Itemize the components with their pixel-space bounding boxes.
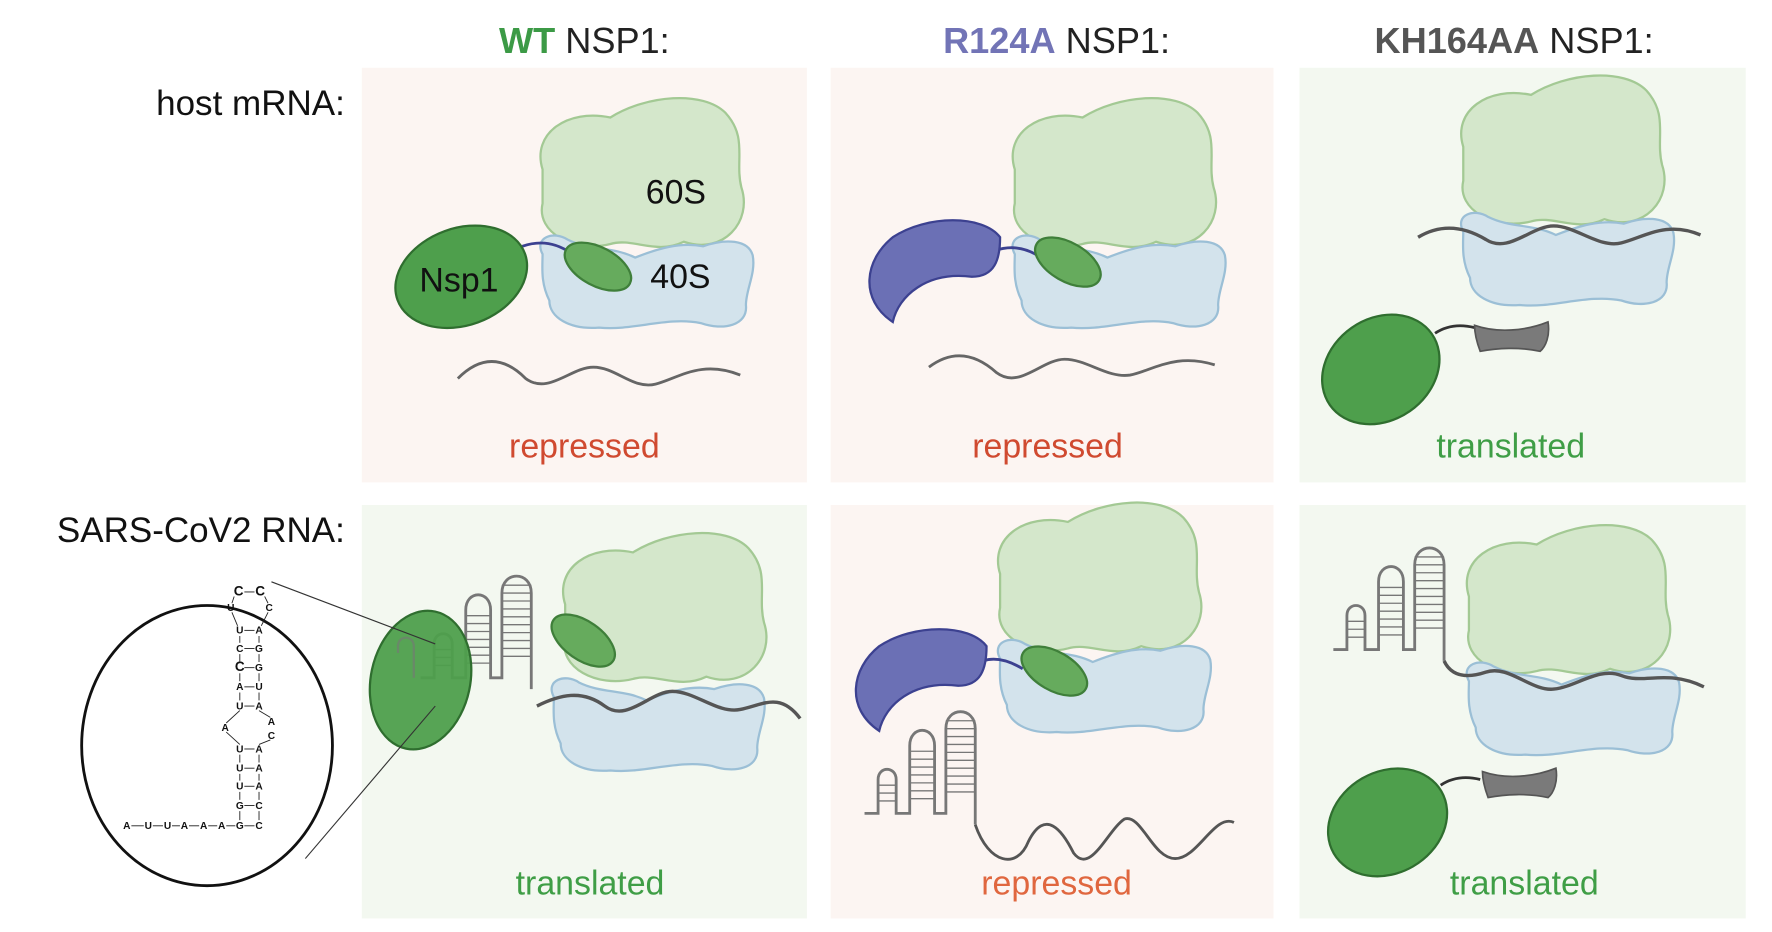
column-header-kh164aa: KH164AA NSP1: [1375, 20, 1654, 61]
stem-loop-under-nsp1 [396, 636, 415, 678]
label-60s: 60S [646, 173, 706, 211]
nucleotide: U [236, 744, 243, 755]
column-header-r124a: R124A NSP1: [943, 20, 1170, 61]
nucleotide: U [236, 701, 243, 712]
bond [258, 710, 271, 718]
nucleotide: C [255, 583, 265, 598]
column-header-wt: WT NSP1: [499, 20, 670, 61]
row-label-host-mrna: host mRNA: [156, 84, 345, 123]
nucleotide: G [236, 821, 244, 832]
host-mrna [456, 360, 741, 387]
label-40s: 40S [650, 258, 710, 296]
ribosome-kh164aa-host [1459, 74, 1676, 307]
linker [1434, 324, 1475, 335]
subunit-60s [539, 96, 745, 249]
ribosome-r124a-viral [996, 501, 1213, 734]
nsp1-icon [394, 224, 529, 330]
nucleotide: C [268, 731, 276, 742]
subunit-60s [1465, 524, 1672, 676]
nucleotide: U [164, 821, 171, 832]
nsp1-icon [1321, 313, 1441, 426]
ribosome-r124a-host [1011, 96, 1227, 330]
linker [1439, 776, 1481, 787]
viral-rna [536, 689, 802, 720]
subunit-60s [996, 501, 1203, 653]
bond [231, 612, 238, 627]
nucleotide: A [181, 821, 189, 832]
nucleotide: C [234, 583, 244, 598]
status-r124a-host: repressed [972, 428, 1123, 466]
status-r124a-viral: repressed [981, 865, 1132, 903]
nucleotide: A [255, 782, 263, 793]
nucleotide: A [255, 744, 263, 755]
nucleotide: A [255, 764, 263, 775]
nucleotide: A [200, 821, 208, 832]
nucleotide: A [255, 701, 263, 712]
status-kh164aa-viral: translated [1450, 865, 1599, 903]
subunit-60s [1011, 96, 1218, 249]
host-mrna [1417, 224, 1702, 246]
zoom-line-bottom [304, 705, 436, 859]
nucleotide: G [255, 663, 263, 674]
nucleotide: U [236, 626, 243, 637]
bond [231, 596, 235, 604]
nucleotide: C [255, 801, 263, 812]
status-kh164aa-host: translated [1436, 428, 1585, 466]
bond [225, 710, 241, 724]
bond [225, 731, 241, 745]
viral-rna [973, 817, 1235, 861]
nucleotide: U [255, 682, 262, 693]
nucleotide: U [145, 821, 152, 832]
bond [260, 612, 269, 627]
nucleotide: U [236, 782, 243, 793]
label-nsp1: Nsp1 [419, 261, 498, 299]
nsp1-icon [368, 609, 473, 751]
subunit-60s [1460, 74, 1666, 226]
zoom-line-top [271, 581, 436, 645]
nucleotide: U [236, 764, 243, 775]
stem-loop-inset [80, 604, 334, 888]
nucleotide: G [236, 801, 244, 812]
host-mrna [928, 354, 1216, 380]
nucleotide: A [236, 682, 244, 693]
nucleotide: G [255, 644, 263, 655]
nucleotide: C [236, 644, 244, 655]
nucleotide: C [235, 659, 245, 674]
status-wt-host: repressed [509, 428, 660, 466]
ribosome-kh164aa-viral [1465, 524, 1681, 757]
nucleotide: A [123, 821, 131, 832]
nucleotide: A [268, 717, 276, 728]
row-label-sars-cov2-rna: SARS-CoV2 RNA: [57, 511, 345, 550]
nucleotide: U [227, 603, 234, 614]
bond [258, 739, 271, 745]
nucleotide: A [221, 723, 229, 734]
nucleotide: C [266, 603, 274, 614]
status-wt-viral: translated [516, 865, 665, 903]
nsp1-icon [1326, 767, 1449, 878]
ribosome-wt-host [539, 96, 755, 330]
nucleotide: A [255, 626, 263, 637]
bond [264, 596, 269, 604]
viral-rna [1442, 660, 1705, 691]
nucleotide: A [218, 821, 226, 832]
nucleotide: C [255, 821, 263, 832]
